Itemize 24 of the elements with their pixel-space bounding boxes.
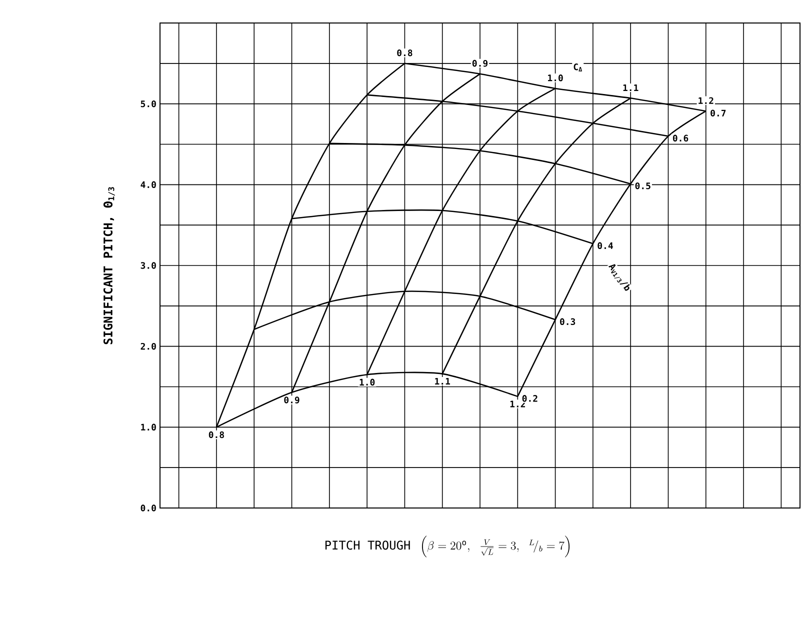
series-label: 0.7 — [710, 110, 726, 116]
series-label: 0.6 — [672, 134, 688, 142]
series-label: 1.0 — [360, 378, 375, 386]
text: 1.1 — [623, 84, 638, 91]
y-tick-label: 1.0 — [141, 424, 156, 431]
series-label: 0.5 — [635, 182, 650, 190]
series-label: 0.4 — [598, 242, 613, 250]
y-tick-label: 5.0 — [140, 100, 156, 108]
series-label: 0.3 — [560, 318, 576, 326]
series-label: 1.1 — [435, 378, 450, 385]
text: 0.8 — [397, 49, 412, 56]
text: 1.2 — [698, 97, 714, 104]
y-axis-title: SIGNIFICANT PITCH, Θ$_{1/3}$ — [103, 187, 115, 344]
y-tick-label: 4.0 — [140, 181, 156, 188]
y-tick-label: 2.0 — [140, 342, 156, 350]
y-tick-label: 0.0 — [140, 504, 156, 512]
annotation: C$_{Δ}$ — [574, 63, 582, 72]
series-label: 0.2 — [522, 395, 538, 402]
series-label: 0.9 — [284, 396, 300, 404]
text: 0.9 — [472, 60, 488, 67]
text: 1.0 — [548, 74, 563, 82]
series-label: 0.8 — [208, 431, 224, 438]
y-tick-label: 3.0 — [140, 262, 156, 269]
x-axis-title: $\mathrm{PITCH\ TROUGH}\ \left(\beta = 20^{\mathrm{o}},\ \frac{V}{\sqrt{L}} = 3,\ {}^{L}\!/_{b} = 7\right)$ — [325, 536, 570, 558]
